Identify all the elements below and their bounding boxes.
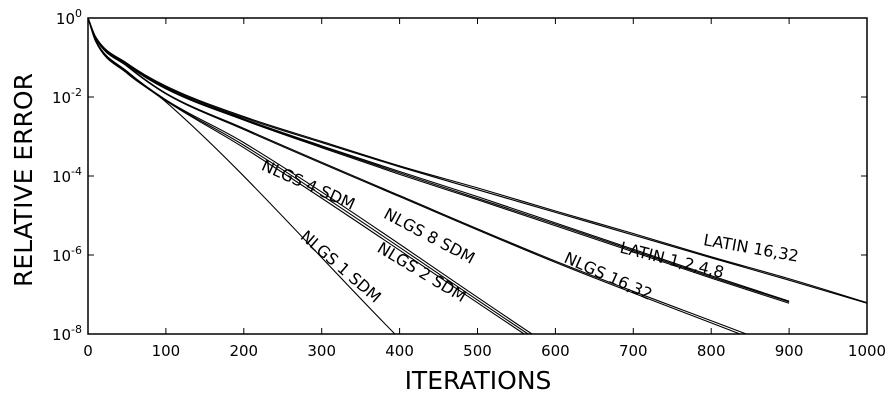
x-tick-label: 1000 (848, 342, 886, 360)
series-line-4 (87, 17, 533, 335)
x-tick-label: 700 (619, 342, 648, 360)
x-tick-label: 900 (775, 342, 804, 360)
x-tick-label: 100 (152, 342, 181, 360)
y-axis-title: RELATIVE ERROR (9, 73, 38, 287)
x-tick-label: 500 (463, 342, 492, 360)
y-tick-label: 10-2 (52, 86, 82, 107)
curve-label: NLGS 4 SDM (259, 156, 358, 214)
x-tick-label: 800 (697, 342, 726, 360)
series-line-11 (87, 17, 868, 304)
plot-frame (87, 17, 868, 335)
x-axis-title: ITERATIONS (405, 366, 552, 394)
x-tick-label: 200 (229, 342, 258, 360)
series-line-6 (87, 17, 747, 335)
x-tick-label: 0 (83, 342, 93, 360)
series-line-1 (87, 17, 396, 335)
x-tick-label: 600 (541, 342, 570, 360)
series-line-10 (87, 17, 868, 304)
curve-label: NLGS 1 SDM (297, 227, 385, 307)
y-tick-label: 100 (56, 7, 82, 28)
y-tick-label: 10-8 (52, 323, 82, 344)
y-tick-label: 10-4 (52, 165, 82, 186)
curves-group (87, 17, 868, 335)
y-tick-label: 10-6 (52, 244, 82, 265)
x-tick-label: 400 (385, 342, 414, 360)
ticks-group: 0 100 200 300 400 500 600 700 800 900 1000 100 10-2 1… (52, 7, 886, 360)
x-tick-label: 300 (307, 342, 336, 360)
